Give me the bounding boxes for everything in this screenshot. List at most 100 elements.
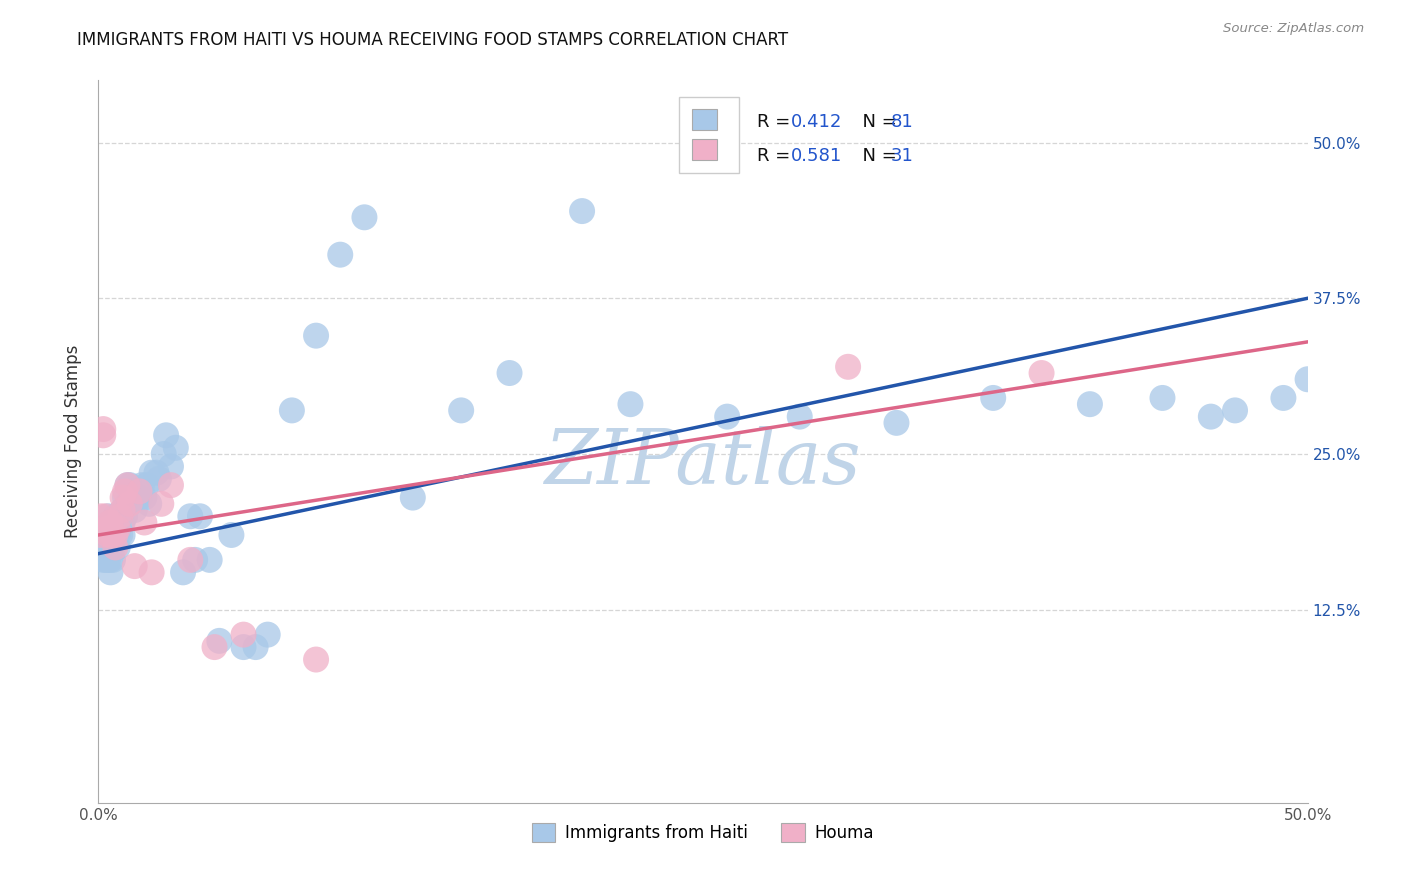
Point	[97, 528, 120, 542]
Point	[789, 409, 811, 424]
Text: 31: 31	[890, 147, 914, 165]
Point	[97, 509, 120, 524]
Point	[90, 509, 112, 524]
Point	[188, 509, 211, 524]
Point	[104, 541, 127, 555]
Point	[619, 397, 641, 411]
Point	[135, 478, 157, 492]
Point	[117, 478, 139, 492]
Point	[94, 528, 117, 542]
Point	[111, 516, 134, 530]
Point	[101, 528, 124, 542]
Point	[104, 516, 127, 530]
Point	[108, 509, 131, 524]
Point	[90, 541, 112, 555]
Y-axis label: Receiving Food Stamps: Receiving Food Stamps	[65, 345, 83, 538]
Point	[353, 211, 375, 225]
Point	[329, 248, 352, 262]
Point	[91, 541, 114, 555]
Point	[155, 428, 177, 442]
Text: IMMIGRANTS FROM HAITI VS HOUMA RECEIVING FOOD STAMPS CORRELATION CHART: IMMIGRANTS FROM HAITI VS HOUMA RECEIVING…	[77, 31, 789, 49]
Text: 0.581: 0.581	[792, 147, 842, 165]
Text: R =: R =	[758, 147, 796, 165]
Point	[97, 528, 120, 542]
Point	[90, 528, 112, 542]
Point	[111, 503, 134, 517]
Point	[165, 441, 187, 455]
Point	[152, 447, 174, 461]
Point	[232, 627, 254, 641]
Point	[101, 528, 124, 542]
Text: N =: N =	[851, 113, 903, 131]
Point	[97, 522, 120, 536]
Point	[138, 497, 160, 511]
Point	[179, 509, 201, 524]
Point	[107, 528, 129, 542]
Point	[100, 553, 122, 567]
Point	[104, 509, 127, 524]
Point	[1199, 409, 1222, 424]
Point	[111, 528, 134, 542]
Text: N =: N =	[851, 147, 903, 165]
Point	[402, 491, 425, 505]
Point	[111, 491, 134, 505]
Point	[117, 478, 139, 492]
Point	[1296, 372, 1319, 386]
Point	[101, 541, 124, 555]
Point	[94, 553, 117, 567]
Point	[305, 328, 328, 343]
Point	[100, 566, 122, 580]
Point	[108, 509, 131, 524]
Point	[134, 491, 156, 505]
Point	[1152, 391, 1174, 405]
Point	[118, 497, 141, 511]
Point	[100, 528, 122, 542]
Point	[232, 640, 254, 654]
Point	[208, 633, 231, 648]
Point	[117, 497, 139, 511]
Text: 81: 81	[890, 113, 912, 131]
Point	[97, 553, 120, 567]
Point	[571, 204, 593, 219]
Point	[114, 491, 136, 505]
Point	[91, 553, 114, 567]
Point	[179, 553, 201, 567]
Point	[141, 566, 163, 580]
Point	[1031, 366, 1053, 380]
Point	[118, 497, 141, 511]
Point	[1078, 397, 1101, 411]
Point	[1272, 391, 1295, 405]
Point	[100, 528, 122, 542]
Point	[172, 566, 194, 580]
Point	[128, 484, 150, 499]
Point	[94, 541, 117, 555]
Point	[124, 491, 146, 505]
Point	[150, 497, 173, 511]
Point	[118, 478, 141, 492]
Text: ZIPatlas: ZIPatlas	[544, 426, 862, 500]
Point	[94, 509, 117, 524]
Point	[114, 509, 136, 524]
Text: 0.412: 0.412	[792, 113, 842, 131]
Text: Source: ZipAtlas.com: Source: ZipAtlas.com	[1223, 22, 1364, 36]
Point	[104, 528, 127, 542]
Point	[1223, 403, 1246, 417]
Point	[101, 553, 124, 567]
Point	[100, 516, 122, 530]
Point	[245, 640, 267, 654]
Point	[148, 472, 170, 486]
Point	[124, 503, 146, 517]
Point	[121, 484, 143, 499]
Point	[104, 522, 127, 536]
Point	[184, 553, 207, 567]
Point	[131, 478, 153, 492]
Point	[91, 422, 114, 436]
Point	[204, 640, 226, 654]
Point	[97, 528, 120, 542]
Text: R =: R =	[758, 113, 796, 131]
Point	[256, 627, 278, 641]
Point	[107, 522, 129, 536]
Point	[91, 528, 114, 542]
Point	[111, 503, 134, 517]
Point	[107, 509, 129, 524]
